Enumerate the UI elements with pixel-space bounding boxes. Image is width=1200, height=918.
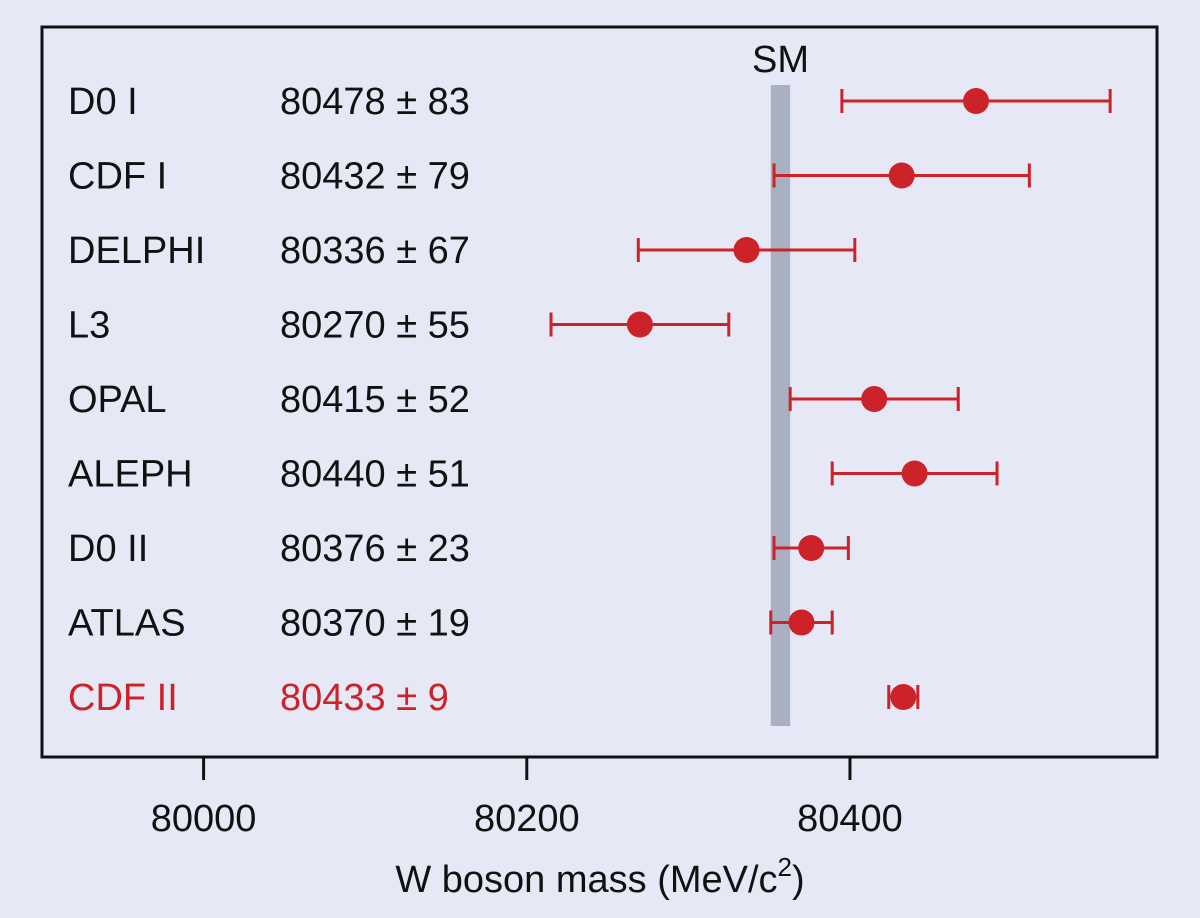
data-point [888, 162, 915, 189]
data-point [788, 609, 815, 636]
x-axis-label-close: ) [792, 859, 805, 901]
experiment-label: D0 II [68, 528, 148, 570]
x-axis-label: W boson mass (MeV/c2) [395, 852, 804, 901]
x-tick-label: 80200 [474, 798, 580, 840]
value-label: 80433 ± 9 [280, 677, 449, 719]
value-label: 80370 ± 19 [280, 603, 470, 645]
value-label: 80440 ± 51 [280, 454, 470, 496]
experiment-label: DELPHI [68, 230, 205, 272]
data-point [901, 460, 928, 487]
measurement-row: ATLAS 80370 ± 19 [68, 603, 834, 645]
experiment-label: CDF I [68, 156, 167, 198]
data-point [963, 88, 990, 114]
measurement-row: CDF I 80432 ± 79 [68, 156, 1031, 198]
value-label: 80376 ± 23 [280, 528, 470, 570]
value-label: 80270 ± 55 [280, 305, 470, 347]
measurement-row: L3 80270 ± 55 [68, 305, 731, 347]
x-tick-label: 80400 [797, 798, 903, 840]
experiment-label: OPAL [68, 379, 167, 421]
value-label: 80336 ± 67 [280, 230, 470, 272]
value-label: 80415 ± 52 [280, 379, 470, 421]
data-point [798, 535, 825, 561]
x-axis-label-superscript: 2 [778, 852, 792, 882]
measurement-row: D0 I 80478 ± 83 [68, 81, 1112, 123]
experiment-label: ALEPH [68, 454, 193, 496]
measurement-row: ALEPH 80440 ± 51 [68, 454, 999, 496]
experiment-label: CDF II [68, 677, 178, 719]
value-label: 80478 ± 83 [280, 81, 470, 123]
x-tick-label: 80000 [151, 798, 257, 840]
measurement-row: DELPHI 80336 ± 67 [68, 230, 857, 272]
plot-frame [40, 25, 1159, 759]
experiment-label: D0 I [68, 81, 138, 123]
data-point [890, 684, 917, 710]
value-label: 80432 ± 79 [280, 156, 470, 198]
measurement-row: D0 II 80376 ± 23 [68, 528, 850, 570]
experiment-label: ATLAS [68, 603, 186, 645]
measurement-row: CDF II 80433 ± 9 [68, 677, 920, 719]
data-point [733, 237, 760, 263]
sm-band-label: SM [752, 39, 809, 81]
data-point [626, 311, 653, 338]
experiment-label: L3 [68, 305, 110, 347]
sm-band [770, 85, 791, 726]
measurement-row: OPAL 80415 ± 52 [68, 379, 960, 421]
data-point [861, 386, 888, 412]
